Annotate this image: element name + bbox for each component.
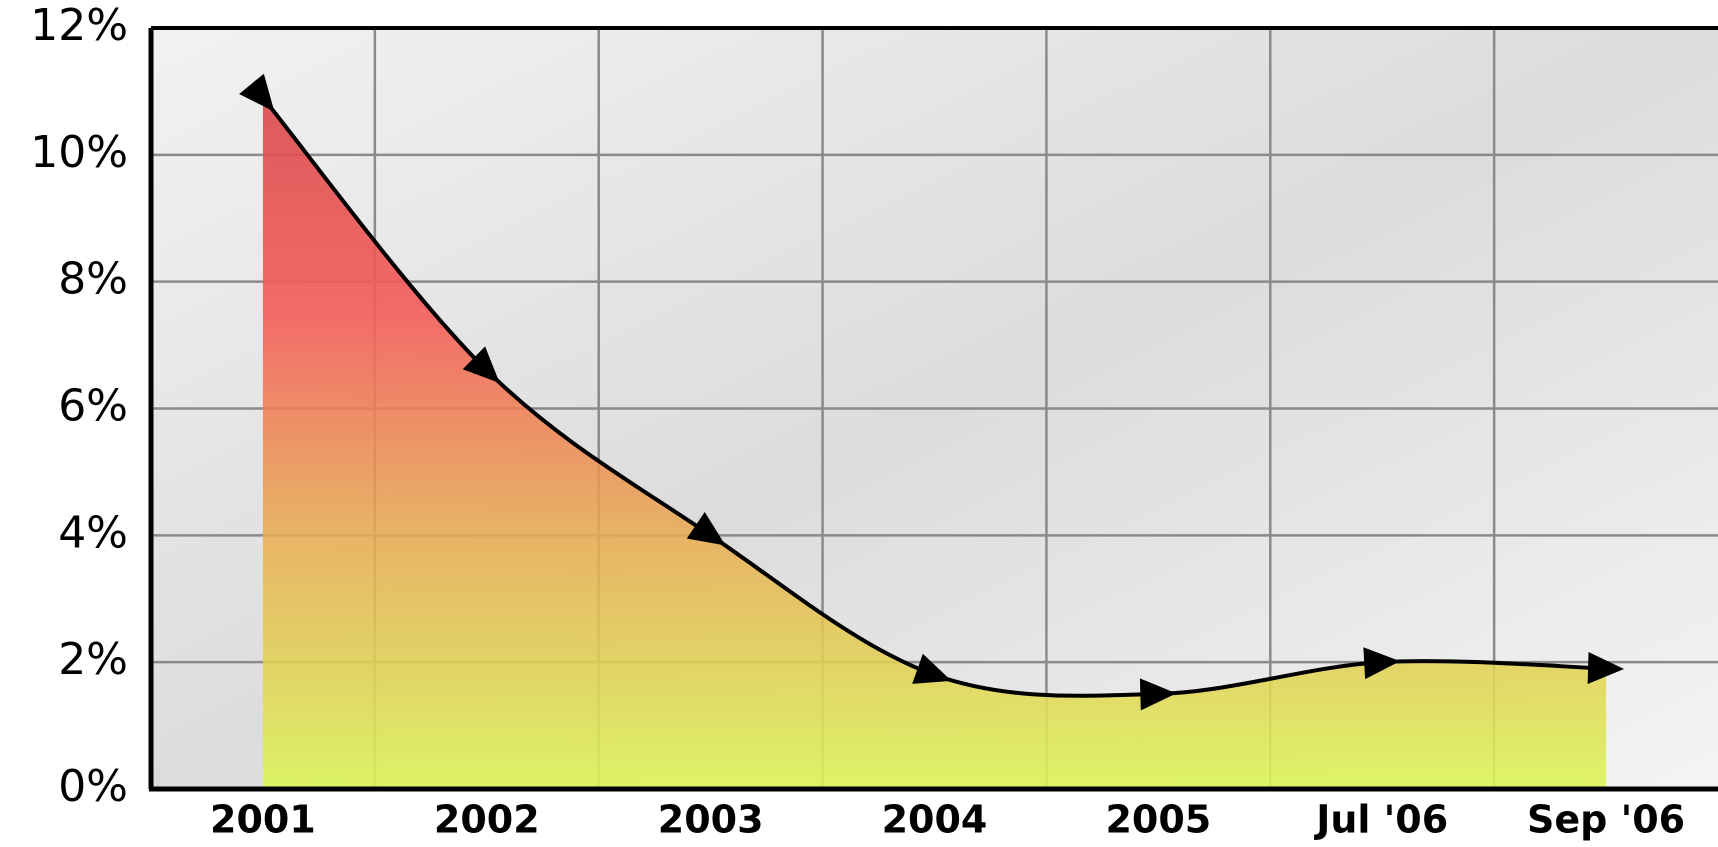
page: {"chart_data": {"type": "area", "categor… bbox=[0, 0, 1718, 847]
y-tick-label: 4% bbox=[58, 507, 128, 558]
y-tick-label: 2% bbox=[58, 634, 128, 685]
x-tick-label: 2004 bbox=[882, 798, 988, 842]
x-tick-label: Jul '06 bbox=[1313, 798, 1448, 842]
y-tick-label: 10% bbox=[30, 127, 128, 178]
y-tick-label: 12% bbox=[30, 0, 128, 51]
y-tick-label: 0% bbox=[58, 761, 128, 812]
x-tick-label: 2005 bbox=[1105, 798, 1211, 842]
x-tick-label: 2002 bbox=[434, 798, 540, 842]
x-tick-label: 2001 bbox=[210, 798, 316, 842]
chart: 0% 2% 4% 6% 8% 10% 12% 2001 2002 2003 2004 2005 Jul … bbox=[0, 0, 1718, 847]
x-tick-label: Sep '06 bbox=[1527, 798, 1685, 842]
y-tick-label: 6% bbox=[58, 381, 128, 432]
x-tick-label: 2003 bbox=[658, 798, 764, 842]
y-tick-label: 8% bbox=[58, 254, 128, 305]
